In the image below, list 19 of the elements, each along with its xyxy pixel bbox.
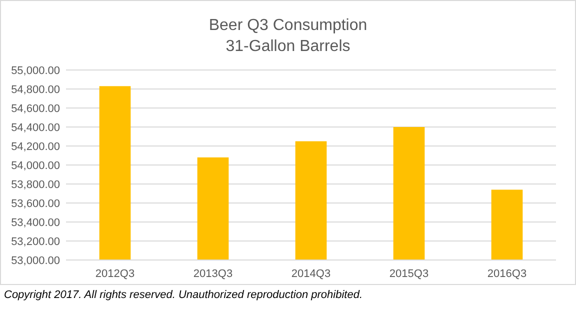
x-tick-label: 2015Q3 xyxy=(389,268,429,280)
y-tick-label: 54,800.00 xyxy=(11,84,60,96)
y-tick-label: 54,400.00 xyxy=(11,122,60,134)
x-tick-label: 2014Q3 xyxy=(291,268,331,280)
chart-subtitle: 31-Gallon Barrels xyxy=(226,38,350,55)
y-tick-label: 55,000.00 xyxy=(11,64,60,77)
y-tick-label: 54,200.00 xyxy=(11,140,60,153)
y-tick-label: 54,600.00 xyxy=(11,102,60,115)
text: Copyright 2017. All rights reserved. Unauthorized reproduction prohibited. xyxy=(4,289,363,301)
y-tick-label: 54,000.00 xyxy=(11,160,60,172)
x-tick-label: 2012Q3 xyxy=(95,268,135,280)
x-tick-label: 2013Q3 xyxy=(193,268,233,280)
x-tick-label: 2016Q3 xyxy=(487,268,527,280)
y-tick-label: 53,400.00 xyxy=(11,216,60,229)
y-tick-label: 53,600.00 xyxy=(11,198,60,210)
y-tick-label: 53,800.00 xyxy=(11,178,60,191)
y-tick-label: 53,200.00 xyxy=(11,236,60,248)
y-tick-label: 53,000.00 xyxy=(11,254,60,267)
chart-title: Beer Q3 Consumption xyxy=(208,17,368,34)
